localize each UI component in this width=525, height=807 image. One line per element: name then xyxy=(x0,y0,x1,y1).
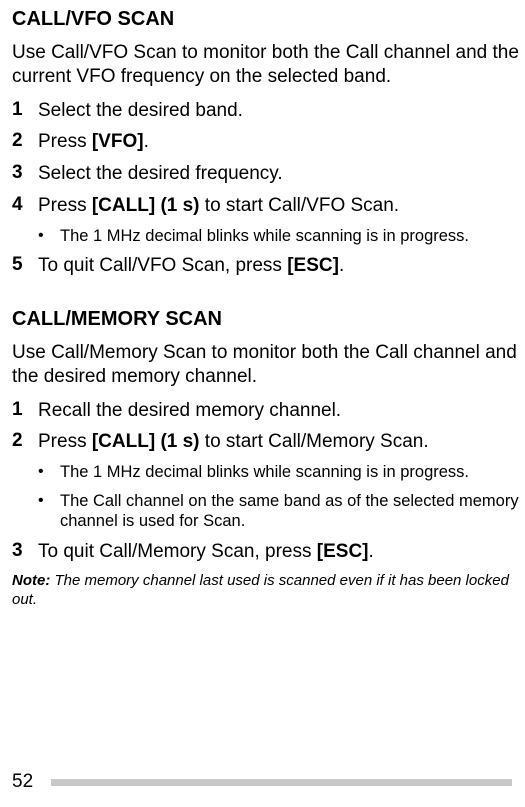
step-pre: To quit Call/Memory Scan, press xyxy=(38,541,317,562)
step-pre: Select the desired frequency. xyxy=(38,163,283,184)
page-number: 52 xyxy=(12,771,33,793)
bullet-dot-icon: • xyxy=(38,226,60,247)
note-label: Note: xyxy=(12,572,50,589)
step-bold: [CALL] (1 s) xyxy=(92,431,200,452)
step-post: . xyxy=(144,131,149,152)
section-title: CALL/MEMORY SCAN xyxy=(12,308,519,331)
step-number: 1 xyxy=(12,399,38,423)
bullet-row: • The 1 MHz decimal blinks while scannin… xyxy=(38,462,519,483)
bullet-dot-icon: • xyxy=(38,491,60,532)
step-number: 4 xyxy=(12,194,38,218)
note-block: Note: The memory channel last used is sc… xyxy=(12,572,519,610)
step-row: 5 To quit Call/VFO Scan, press [ESC]. xyxy=(12,254,519,278)
step-row: 4 Press [CALL] (1 s) to start Call/VFO S… xyxy=(12,194,519,218)
step-post: to start Call/VFO Scan. xyxy=(200,195,400,216)
section-title: CALL/VFO SCAN xyxy=(12,8,519,31)
note-body: The memory channel last used is scanned … xyxy=(12,572,509,608)
step-pre: Recall the desired memory channel. xyxy=(38,400,341,421)
step-post: . xyxy=(369,541,374,562)
bullet-text: The 1 MHz decimal blinks while scanning … xyxy=(60,226,519,247)
step-pre: Select the desired band. xyxy=(38,100,243,121)
step-number: 2 xyxy=(12,130,38,154)
bullet-row: • The Call channel on the same band as o… xyxy=(38,491,519,532)
step-pre: Press xyxy=(38,195,92,216)
step-pre: Press xyxy=(38,131,92,152)
step-bold: [ESC] xyxy=(287,255,339,276)
step-text: Press [VFO]. xyxy=(38,130,519,154)
step-row: 3 To quit Call/Memory Scan, press [ESC]. xyxy=(12,540,519,564)
step-text: Select the desired frequency. xyxy=(38,162,519,186)
bullet-row: • The 1 MHz decimal blinks while scannin… xyxy=(38,226,519,247)
step-text: To quit Call/Memory Scan, press [ESC]. xyxy=(38,540,519,564)
step-number: 3 xyxy=(12,540,38,564)
section-intro: Use Call/VFO Scan to monitor both the Ca… xyxy=(12,41,519,89)
step-number: 3 xyxy=(12,162,38,186)
section-intro: Use Call/Memory Scan to monitor both the… xyxy=(12,341,519,389)
step-post: . xyxy=(339,255,344,276)
footer-bar xyxy=(51,779,512,786)
page-footer: 52 xyxy=(12,771,512,793)
step-number: 2 xyxy=(12,430,38,454)
step-post: to start Call/Memory Scan. xyxy=(200,431,429,452)
step-bold: [CALL] (1 s) xyxy=(92,195,200,216)
step-row: 2 Press [CALL] (1 s) to start Call/Memor… xyxy=(12,430,519,454)
step-bold: [VFO] xyxy=(92,131,144,152)
step-text: Recall the desired memory channel. xyxy=(38,399,519,423)
step-number: 1 xyxy=(12,99,38,123)
step-text: Press [CALL] (1 s) to start Call/Memory … xyxy=(38,430,519,454)
step-pre: To quit Call/VFO Scan, press xyxy=(38,255,287,276)
step-row: 3 Select the desired frequency. xyxy=(12,162,519,186)
step-text: To quit Call/VFO Scan, press [ESC]. xyxy=(38,254,519,278)
step-number: 5 xyxy=(12,254,38,278)
bullet-text: The Call channel on the same band as of … xyxy=(60,491,519,532)
step-text: Select the desired band. xyxy=(38,99,519,123)
step-pre: Press xyxy=(38,431,92,452)
bullet-text: The 1 MHz decimal blinks while scanning … xyxy=(60,462,519,483)
bullet-dot-icon: • xyxy=(38,462,60,483)
step-text: Press [CALL] (1 s) to start Call/VFO Sca… xyxy=(38,194,519,218)
step-bold: [ESC] xyxy=(317,541,369,562)
step-row: 1 Recall the desired memory channel. xyxy=(12,399,519,423)
step-row: 1 Select the desired band. xyxy=(12,99,519,123)
step-row: 2 Press [VFO]. xyxy=(12,130,519,154)
